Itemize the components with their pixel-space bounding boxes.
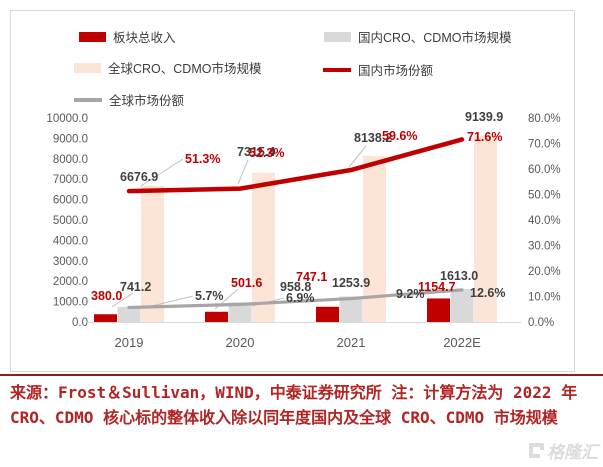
- right-axis-tick: 30.0%: [528, 241, 561, 253]
- data-label-series1: 958.8: [280, 280, 311, 294]
- legend-swatch-bar-icon: [74, 62, 101, 73]
- legend-item-domestic-share: 国内市场份额: [323, 60, 433, 79]
- data-label-series2: 6676.9: [120, 170, 158, 184]
- left-axis-tick: 8000.0: [53, 154, 88, 166]
- data-label-series0: 501.6: [231, 276, 262, 290]
- right-axis-tick: 70.0%: [528, 139, 561, 151]
- x-axis-label: 2020: [226, 335, 255, 350]
- legend-item-board-revenue: 板块总收入: [79, 27, 176, 46]
- leader-line: [151, 295, 194, 307]
- right-axis-tick: 40.0%: [528, 215, 561, 227]
- bar-series1-2022E: [450, 289, 474, 322]
- left-axis-tick: 6000.0: [53, 195, 88, 207]
- data-label-series4: 6.9%: [286, 291, 315, 305]
- legend-label: 国内CRO、CDMO市场规模: [358, 31, 512, 45]
- bar-series1-2020: [228, 302, 252, 322]
- right-axis-tick: 80.0%: [528, 113, 561, 125]
- legend-swatch-line-icon: [74, 97, 102, 102]
- legend-label: 全球CRO、CDMO市场规模: [108, 62, 262, 76]
- bar-series0-2020: [205, 311, 228, 322]
- data-label-series0: 1154.7: [418, 280, 456, 294]
- data-label-series2: 8138.2: [354, 131, 392, 145]
- line-series0: [126, 137, 465, 194]
- bar-series0-2021: [316, 306, 339, 322]
- data-label-series3: 52.3%: [249, 146, 284, 160]
- data-label-series3: 71.6%: [467, 130, 502, 144]
- leader-line: [348, 145, 367, 168]
- data-label-series2: 7315.4: [237, 145, 275, 159]
- legend-swatch-line-icon: [323, 67, 351, 72]
- data-label-series2: 9139.9: [465, 110, 503, 124]
- chart-plot: 10000.0 9000.0 8000.0 7000.0 6000.0 5000.0 400…: [46, 110, 561, 350]
- data-label-series1: 741.2: [120, 280, 151, 294]
- leader-line: [237, 159, 249, 185]
- chart-frame: 10000.0 9000.0 8000.0 7000.0 6000.0 5000.0 400…: [10, 10, 575, 372]
- bar-series0-2019: [94, 314, 117, 322]
- leader-line: [111, 292, 134, 308]
- watermark: 格隆汇: [529, 438, 598, 463]
- bar-series2-2020: [252, 172, 275, 322]
- left-axis-tick: 5000.0: [53, 215, 88, 227]
- line-series1: [127, 288, 464, 310]
- right-axis-tick: 10.0%: [528, 292, 561, 304]
- left-axis-tick: 2000.0: [53, 276, 88, 288]
- legend-label: 国内市场份额: [358, 64, 434, 78]
- gelonghui-logo-icon: [529, 443, 544, 458]
- legend-item-domestic-market: 国内CRO、CDMO市场规模: [324, 27, 511, 46]
- left-axis-tick: 7000.0: [53, 174, 88, 186]
- data-label-series3: 51.3%: [185, 152, 220, 166]
- legend-item-global-market: 全球CRO、CDMO市场规模: [74, 58, 261, 77]
- bar-series2-2021: [363, 155, 386, 322]
- watermark-text: 格隆汇: [547, 443, 598, 463]
- right-axis-tick: 20.0%: [528, 266, 561, 278]
- legend-label: 全球市场份额: [109, 94, 185, 108]
- left-axis-tick: 10000.0: [46, 113, 88, 125]
- bar-series1-2021: [339, 296, 363, 322]
- legend-label: 板块总收入: [113, 31, 176, 45]
- data-label-series4: 9.2%: [396, 287, 425, 301]
- leader-line: [140, 158, 184, 187]
- data-label-series1: 1253.9: [332, 276, 370, 290]
- data-label-series1: 1613.0: [440, 269, 478, 283]
- left-axis-tick: 1000.0: [53, 297, 88, 309]
- left-axis-tick: 4000.0: [53, 235, 88, 247]
- right-axis-tick: 60.0%: [528, 164, 561, 176]
- x-axis-label: 2021: [337, 335, 366, 350]
- bar-series2-2022E: [474, 135, 497, 322]
- legend-swatch-bar-icon: [79, 31, 106, 42]
- x-axis-label: 2022E: [443, 335, 481, 350]
- bar-series0-2022E: [427, 298, 450, 322]
- legend-item-global-share: 全球市场份额: [74, 90, 184, 109]
- left-axis-tick: 3000.0: [53, 256, 88, 268]
- data-label-series0: 380.0: [91, 289, 122, 303]
- bar-series2-2019: [141, 185, 164, 322]
- right-axis-tick: 50.0%: [528, 190, 561, 202]
- legend-swatch-bar-icon: [324, 31, 351, 42]
- data-label-series4: 12.6%: [470, 286, 505, 300]
- source-note: 来源：Frost＆Sullivan，WIND，中泰证券研究所 注：计算方法为 2…: [0, 374, 603, 431]
- data-label-series4: 5.7%: [195, 289, 224, 303]
- data-label-series0: 747.1: [296, 270, 327, 284]
- left-axis-tick: 0.0: [72, 317, 88, 329]
- right-axis-tick: 0.0%: [528, 317, 554, 329]
- data-label-series3: 59.6%: [382, 129, 417, 143]
- bar-series1-2019: [117, 306, 141, 322]
- x-axis-label: 2019: [115, 335, 144, 350]
- left-axis-tick: 9000.0: [53, 133, 88, 145]
